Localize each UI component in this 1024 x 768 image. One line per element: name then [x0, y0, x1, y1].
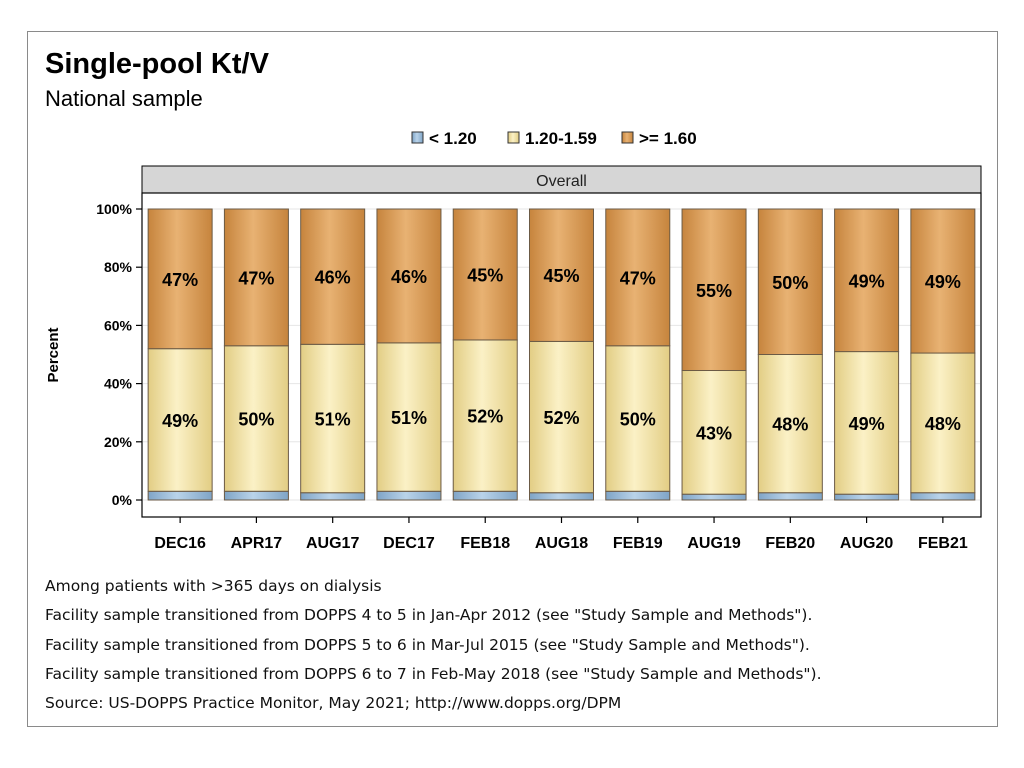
data-label: 45%: [543, 266, 579, 286]
data-label: 50%: [238, 410, 274, 430]
bar-segment: [147, 208, 213, 350]
data-label: 47%: [620, 268, 656, 288]
x-tick-label: AUG18: [535, 535, 588, 552]
bar-segment: [452, 490, 518, 501]
legend: < 1.20 1.20-1.59 >= 1.60: [411, 129, 697, 148]
bar-segment: [910, 208, 976, 354]
footnote: Among patients with >365 days on dialysi…: [45, 577, 382, 595]
y-tick-label: 80%: [104, 259, 133, 275]
chart-subtitle: National sample: [45, 86, 203, 111]
data-label: 49%: [162, 411, 198, 431]
legend-swatch: [411, 131, 424, 144]
panel-header-bg: [141, 165, 982, 194]
stacked-bar-chart: < 1.20 1.20-1.59 >= 1.60 Overall 49% 47% 50%…: [45, 129, 982, 552]
data-label: 47%: [238, 268, 274, 288]
data-label: 52%: [543, 408, 579, 428]
y-tick-label: 40%: [104, 376, 133, 392]
data-label: 52%: [467, 407, 503, 427]
legend-swatch: [507, 131, 520, 144]
bar-segment: [681, 493, 747, 501]
data-label: 50%: [772, 273, 808, 293]
x-tick-label: APR17: [231, 535, 283, 552]
x-tick-label: AUG20: [840, 535, 893, 552]
x-tick-label: FEB20: [765, 535, 815, 552]
y-tick-label: 100%: [96, 201, 132, 217]
data-label: 48%: [925, 414, 961, 434]
bar-segment: [529, 492, 594, 501]
bar-segment: [376, 342, 442, 492]
bar-segment: [300, 208, 366, 345]
bars: 49% 47% 50% 47% 51% 46% 51% 46% 52% 45% 52% 45% 50% 4…: [147, 208, 976, 501]
data-label: 50%: [620, 410, 656, 430]
bar-segment: [376, 208, 442, 344]
bar-segment: [300, 492, 366, 501]
data-label: 51%: [315, 410, 351, 430]
bar-segment: [834, 493, 900, 501]
chart-title: Single-pool Kt/V: [45, 48, 269, 80]
bar-segment: [147, 490, 213, 501]
legend-label: >= 1.60: [639, 129, 697, 148]
bar-segment: [757, 208, 823, 355]
x-tick-label: DEC17: [383, 535, 435, 552]
legend-label: 1.20-1.59: [525, 129, 597, 148]
data-label: 46%: [391, 267, 427, 287]
bar-segment: [910, 352, 976, 494]
bar-segment: [605, 208, 671, 347]
bar-segment: [605, 345, 671, 492]
footnote: Facility sample transitioned from DOPPS …: [45, 606, 813, 625]
bar-segment: [910, 492, 976, 501]
data-label: 47%: [162, 270, 198, 290]
panel-header: Overall: [141, 165, 982, 194]
data-label: 51%: [391, 408, 427, 428]
footnote: Source: US-DOPPS Practice Monitor, May 2…: [45, 694, 622, 713]
x-tick-label: FEB19: [613, 535, 663, 552]
bar-segment: [834, 208, 900, 353]
bar-segment: [681, 208, 747, 372]
footnote: Facility sample transitioned from DOPPS …: [45, 664, 822, 683]
bar-segment: [757, 354, 823, 494]
bar-segment: [223, 208, 289, 347]
bar-segment: [529, 208, 594, 342]
data-label: 49%: [849, 414, 885, 434]
x-tick-label: FEB21: [918, 535, 968, 552]
bar-segment: [452, 339, 518, 492]
footnote: Facility sample transitioned from DOPPS …: [45, 635, 810, 654]
panel-header-label: Overall: [536, 173, 587, 190]
data-label: 48%: [772, 415, 808, 435]
bar-segment: [300, 343, 366, 494]
y-tick-label: 20%: [104, 434, 133, 450]
data-label: 49%: [849, 271, 885, 291]
bar-segment: [681, 370, 747, 495]
data-label: 49%: [925, 272, 961, 292]
axes: 0% 20% 40% 60% 80% 100% DEC16 APR17 AUG17 DEC17 FE…: [45, 201, 968, 552]
x-tick-label: AUG19: [687, 535, 740, 552]
bar-segment: [834, 351, 900, 495]
bar-segment: [223, 345, 289, 492]
data-label: 46%: [315, 268, 351, 288]
x-tick-label: DEC16: [154, 535, 206, 552]
bar-segment: [452, 208, 518, 341]
data-label: 45%: [467, 265, 503, 285]
y-axis-label: Percent: [45, 327, 62, 382]
y-tick-label: 60%: [104, 317, 133, 333]
data-label: 55%: [696, 281, 732, 301]
bar-segment: [223, 490, 289, 501]
legend-label: < 1.20: [429, 129, 477, 148]
bar-segment: [757, 492, 823, 501]
bar-segment: [605, 490, 671, 501]
legend-swatch: [621, 131, 634, 144]
y-tick-label: 0%: [112, 492, 133, 508]
data-label: 43%: [696, 423, 732, 443]
x-tick-label: FEB18: [460, 535, 510, 552]
footnotes: Among patients with >365 days on dialysi…: [45, 572, 822, 718]
x-tick-label: AUG17: [306, 535, 359, 552]
bar-segment: [376, 490, 442, 501]
bar-segment: [529, 340, 594, 494]
